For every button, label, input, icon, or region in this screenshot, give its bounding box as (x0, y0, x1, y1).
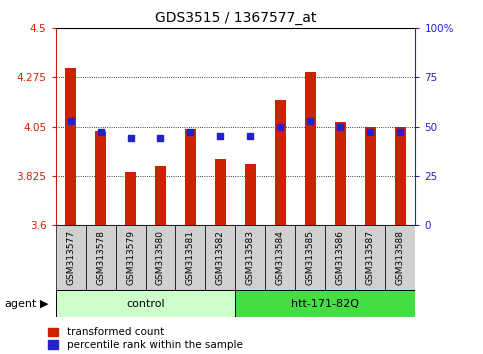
Bar (245, 164, 256, 225)
Bar (115, 225, 145, 290)
Bar (355, 225, 385, 290)
Bar (175, 225, 205, 290)
Bar (95, 131, 106, 225)
Bar (385, 225, 415, 290)
Text: GSM313587: GSM313587 (366, 230, 375, 285)
Point (277, 124, 284, 129)
Bar (305, 72, 316, 225)
Bar (215, 159, 226, 225)
Bar (365, 127, 376, 225)
Bar (395, 127, 406, 225)
Bar (236, 290, 415, 317)
Text: ▶: ▶ (40, 298, 48, 309)
Bar (205, 225, 236, 290)
Point (156, 136, 164, 141)
Text: GSM313586: GSM313586 (336, 230, 345, 285)
Bar (185, 129, 196, 225)
Point (216, 133, 224, 139)
Bar (85, 225, 115, 290)
Text: GSM313579: GSM313579 (126, 230, 135, 285)
Text: GSM313582: GSM313582 (216, 230, 225, 285)
Point (97, 130, 104, 135)
Point (247, 133, 255, 139)
Point (337, 124, 344, 129)
Point (127, 136, 134, 141)
Point (67, 118, 74, 124)
Bar (125, 172, 136, 225)
Text: GSM313577: GSM313577 (66, 230, 75, 285)
Text: agent: agent (5, 298, 37, 309)
Bar (296, 225, 326, 290)
Point (367, 130, 374, 135)
Text: htt-171-82Q: htt-171-82Q (291, 298, 359, 309)
Text: GSM313584: GSM313584 (276, 230, 285, 285)
Text: GSM313583: GSM313583 (246, 230, 255, 285)
Point (307, 118, 314, 124)
Bar (155, 166, 166, 225)
Point (397, 130, 404, 135)
Legend: transformed count, percentile rank within the sample: transformed count, percentile rank withi… (44, 323, 247, 354)
Bar (236, 225, 266, 290)
Text: GSM313580: GSM313580 (156, 230, 165, 285)
Text: control: control (126, 298, 165, 309)
Bar (56, 290, 236, 317)
Title: GDS3515 / 1367577_at: GDS3515 / 1367577_at (155, 11, 316, 24)
Bar (145, 225, 175, 290)
Text: GSM313578: GSM313578 (96, 230, 105, 285)
Bar (56, 225, 85, 290)
Point (186, 130, 194, 135)
Bar (266, 225, 296, 290)
Text: GSM313581: GSM313581 (186, 230, 195, 285)
Text: GSM313588: GSM313588 (396, 230, 405, 285)
Bar (275, 101, 285, 225)
Text: GSM313585: GSM313585 (306, 230, 315, 285)
Bar (326, 225, 355, 290)
Bar (335, 122, 346, 225)
Bar (65, 68, 76, 225)
